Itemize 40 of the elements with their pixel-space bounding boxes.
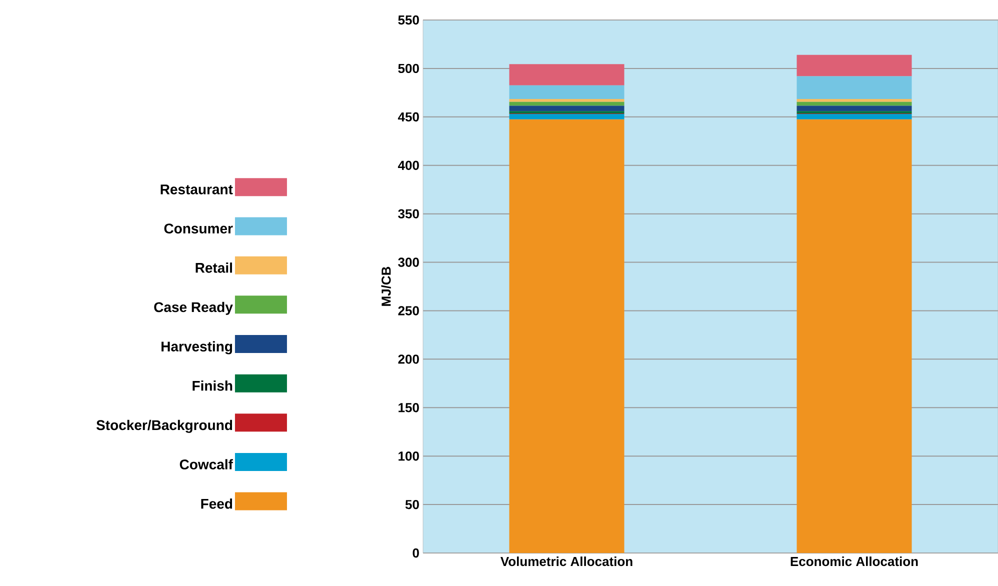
bar [796, 102, 912, 106]
bar [796, 76, 912, 99]
y-tick-label: 300 [398, 258, 419, 267]
y-tick-label: 200 [398, 354, 419, 364]
y-tick-label: 450 [398, 112, 419, 122]
y-tick-label: 500 [398, 64, 419, 74]
y-axis-title: MJ/CB [381, 266, 391, 306]
y-tick-label: 250 [398, 306, 419, 316]
bar [509, 85, 624, 99]
legend-label: Case Ready [154, 302, 233, 315]
bar [796, 114, 912, 120]
bar [796, 119, 912, 553]
bar [796, 54, 912, 76]
y-tick-label: 400 [398, 160, 419, 170]
bar [509, 119, 624, 553]
legend-label: Cowcalf [180, 459, 233, 470]
bar [509, 102, 624, 106]
x-tick-label: Volumetric Allocation [500, 556, 632, 566]
y-tick-label: 350 [398, 209, 419, 218]
y-tick-label: 550 [398, 15, 419, 25]
bar [509, 111, 624, 114]
bar [796, 111, 912, 114]
bar [796, 106, 912, 112]
legend-label: Retail [196, 262, 232, 273]
legend-label: Stocker/Background [96, 420, 232, 433]
legend-label: Finish [192, 380, 232, 391]
bar [509, 64, 624, 86]
legend-label: Feed [201, 498, 232, 509]
bar [796, 98, 912, 102]
legend-label: Harvesting [162, 341, 232, 354]
y-tick-label: 150 [398, 403, 419, 412]
bar [509, 98, 624, 102]
y-tick-label: 0 [412, 548, 419, 558]
bar [509, 114, 624, 120]
legend-label: Restaurant [160, 184, 233, 194]
x-tick-label: Economic Allocation [790, 556, 918, 566]
y-tick-label: 50 [405, 500, 419, 510]
bar [509, 106, 624, 112]
legend-label: Consumer [164, 224, 233, 234]
y-tick-label: 100 [398, 451, 419, 461]
